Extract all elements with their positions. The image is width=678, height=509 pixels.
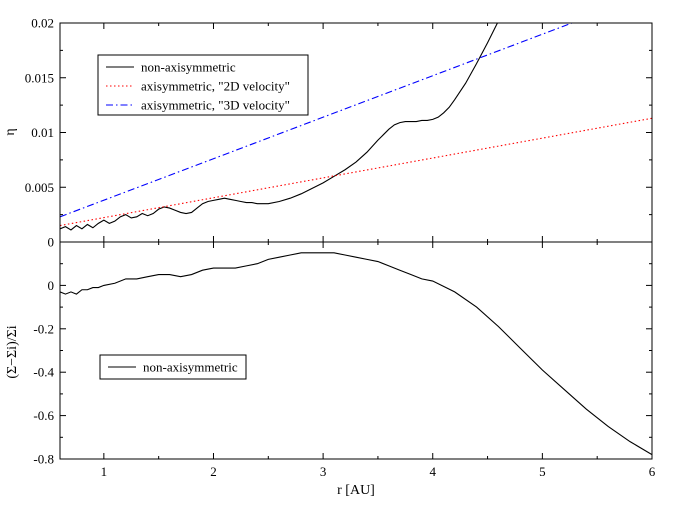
top-y-tick-label: 0.015 xyxy=(25,70,54,85)
bottom-plot-frame xyxy=(59,241,653,460)
bottom-legend-label-0: non-axisymmetric xyxy=(143,360,238,375)
top-series-line-2 xyxy=(60,23,573,218)
bottom-ticks-layer: -0.8 -0.6 -0.4 -0.2 0 1 2 3 4 5 6 xyxy=(33,241,656,479)
top-legend-label-0: non-axisymmetric xyxy=(141,60,236,75)
top-y-axis-label: η xyxy=(3,128,18,135)
bottom-legend: non-axisymmetric xyxy=(99,354,247,380)
top-panel: 0 0.005 0.01 0.015 0.02 non-axisymmetric axis… xyxy=(3,16,653,250)
top-legend: non-axisymmetric axisymmetric, "2D veloci… xyxy=(97,54,309,116)
top-legend-label-1: axisymmetric, "2D velocity" xyxy=(141,79,290,94)
bottom-y-tick-label: -0.2 xyxy=(33,321,54,336)
x-tick-label: 4 xyxy=(429,464,436,479)
bottom-y-tick-label: -0.4 xyxy=(33,365,54,380)
top-series-line-1 xyxy=(60,117,652,227)
top-legend-label-2: axisymmetric, "3D velocity" xyxy=(141,98,290,113)
top-y-tick-label: 0.005 xyxy=(25,180,54,195)
bottom-y-tick-label: 0 xyxy=(48,278,55,293)
x-tick-label: 5 xyxy=(539,464,546,479)
top-series-line-0 xyxy=(60,23,499,231)
bottom-panel: -0.8 -0.6 -0.4 -0.2 0 1 2 3 4 5 6 non-axisymmetric… xyxy=(5,241,656,498)
top-y-tick-label: 0 xyxy=(48,235,55,250)
top-y-tick-label: 0.01 xyxy=(31,125,54,140)
x-axis-label: r [AU] xyxy=(337,483,375,498)
bottom-series-layer xyxy=(60,252,652,456)
bottom-y-tick-label: -0.6 xyxy=(33,408,54,423)
x-tick-label: 6 xyxy=(649,464,656,479)
top-y-tick-label: 0.02 xyxy=(31,16,54,31)
bottom-series-line-0 xyxy=(60,252,652,456)
top-series-layer xyxy=(60,23,652,231)
x-tick-label: 2 xyxy=(210,464,217,479)
top-legend-box xyxy=(97,54,309,116)
x-tick-label: 3 xyxy=(320,464,327,479)
bottom-y-axis-label: (Σ−Σi)/Σi xyxy=(5,325,20,378)
bottom-y-tick-label: -0.8 xyxy=(33,452,54,467)
x-tick-label: 1 xyxy=(101,464,108,479)
